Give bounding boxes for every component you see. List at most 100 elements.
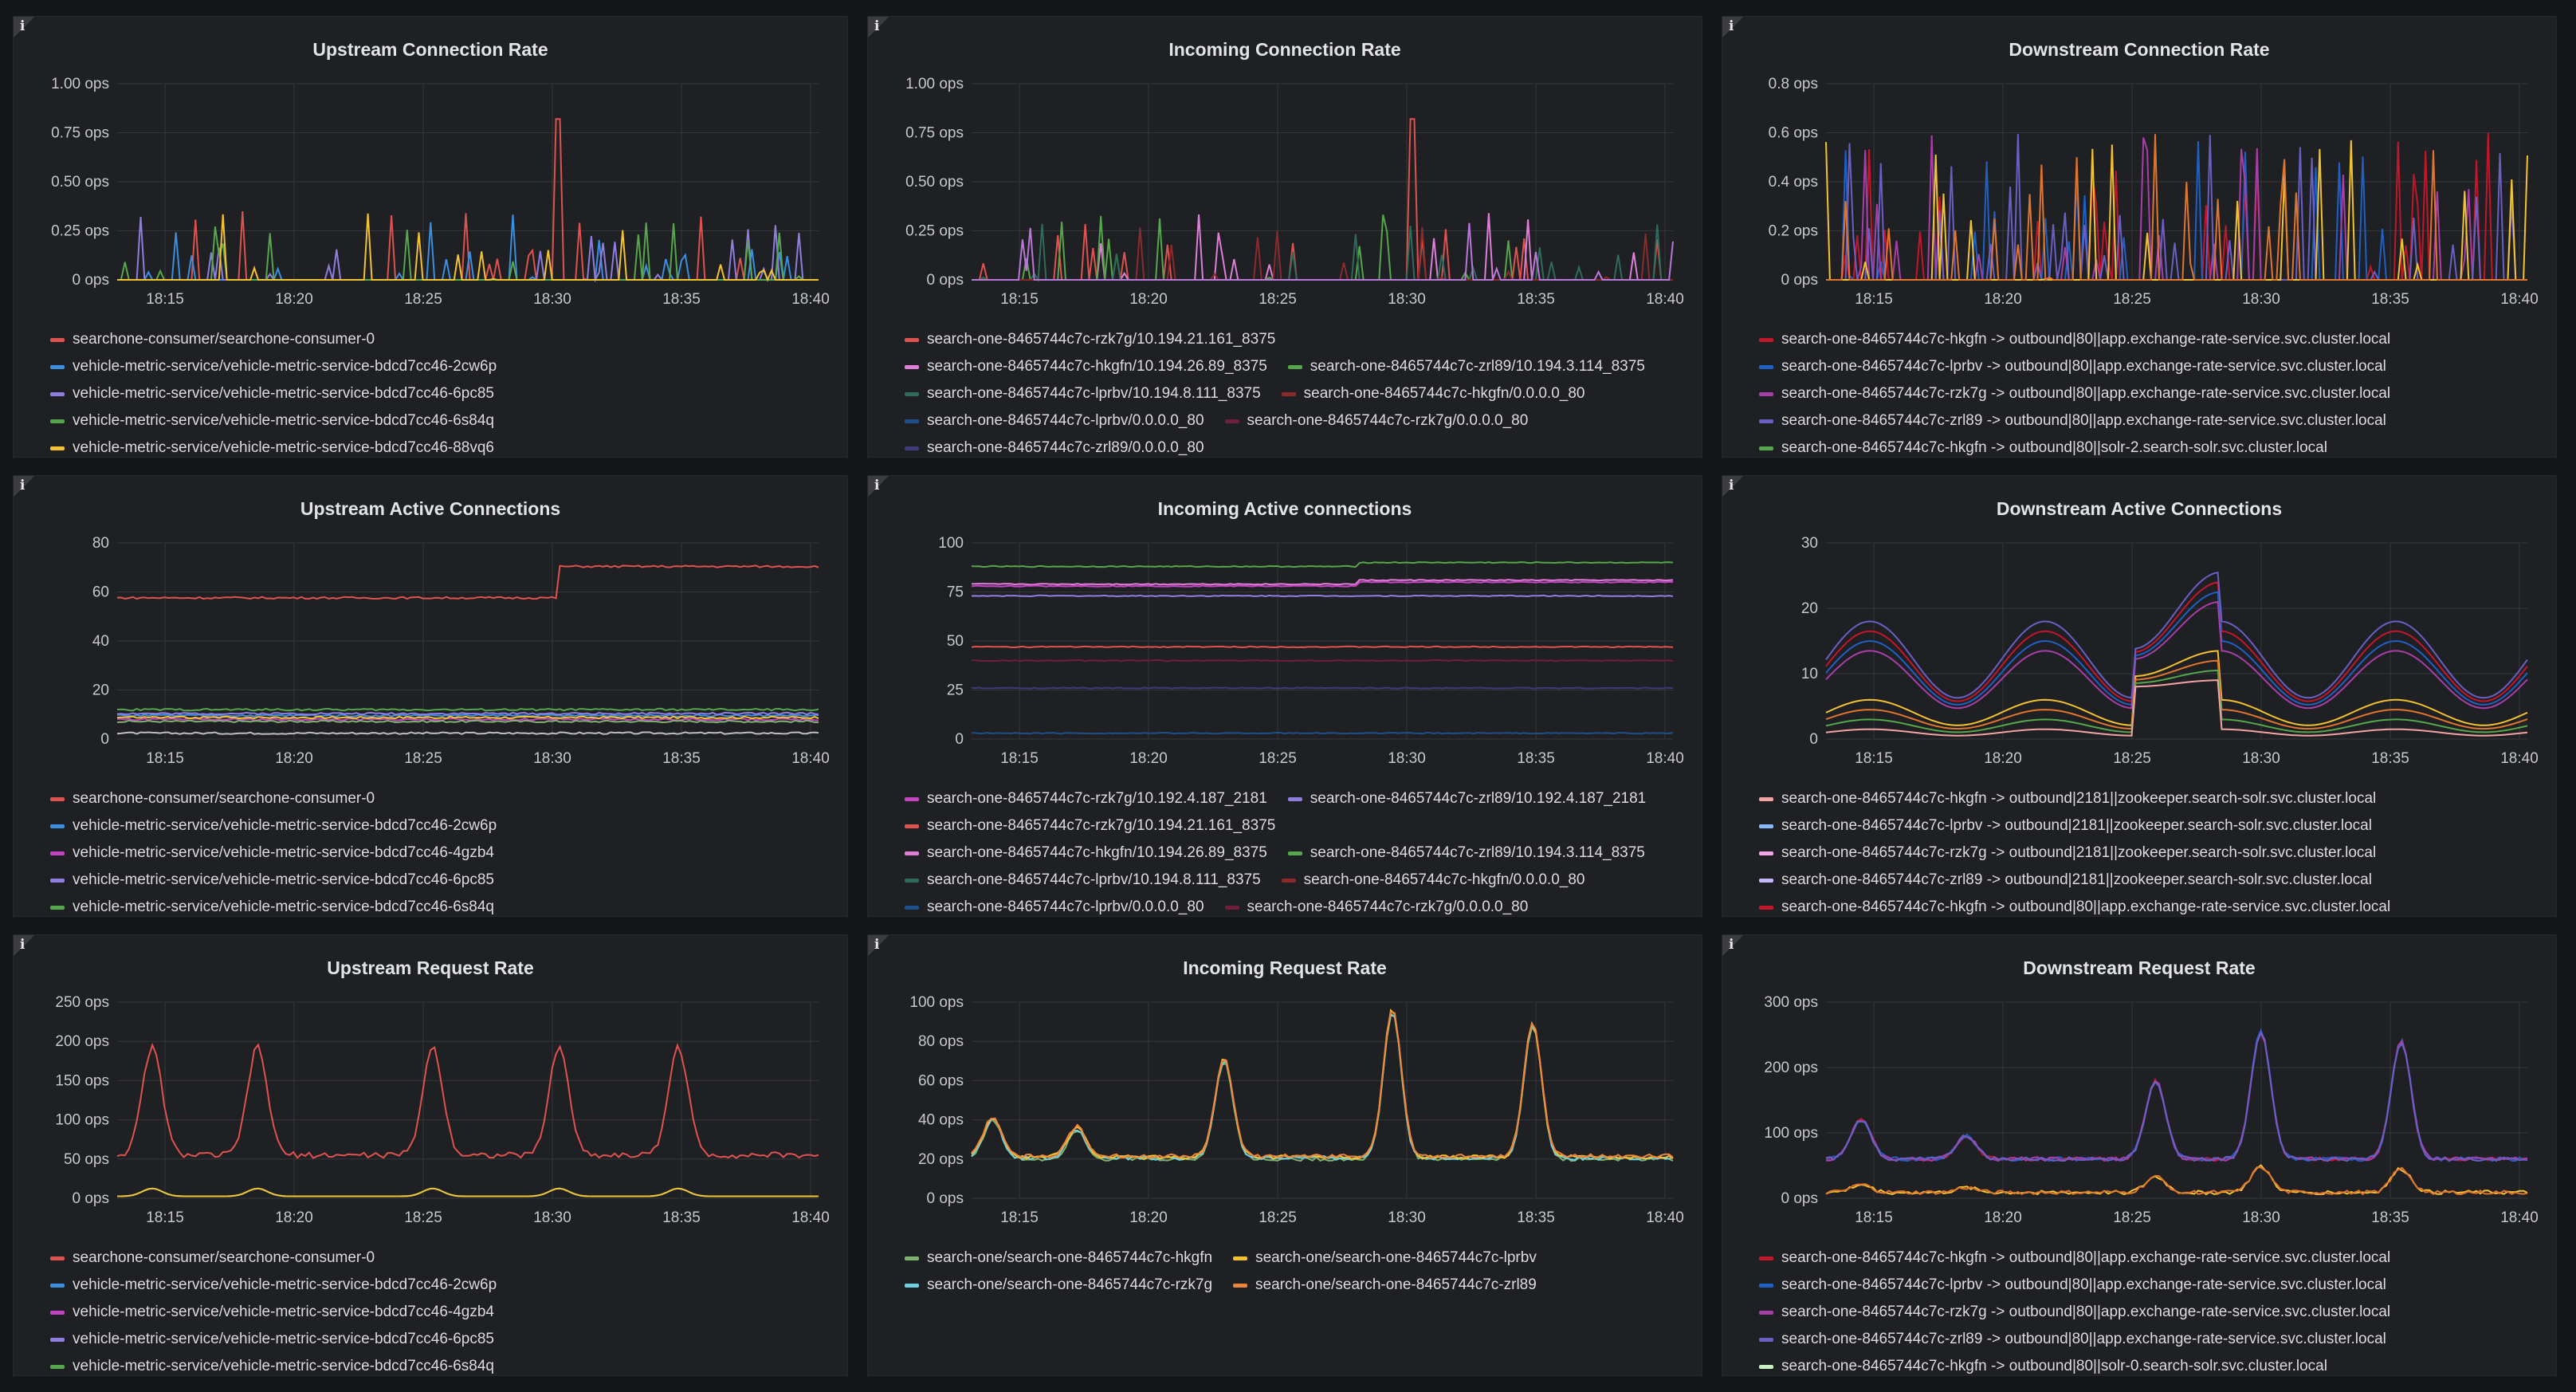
series-line[interactable] xyxy=(116,731,819,735)
panel-upstream-request-rate[interactable]: i Upstream Request Rate 0 ops 50 ops 100 ops… xyxy=(13,934,848,1376)
legend-item[interactable]: search-one-8465744c7c-lprbv/10.194.8.111… xyxy=(905,385,1261,403)
panel-title[interactable]: Incoming Active connections xyxy=(1157,498,1412,519)
series-line[interactable] xyxy=(117,1187,819,1197)
info-icon[interactable]: i xyxy=(1729,18,1734,34)
panel-downstream-request-rate[interactable]: i Downstream Request Rate 0 ops 100 ops 200 … xyxy=(1722,934,2557,1376)
legend-item[interactable]: search-one/search-one-8465744c7c-zrl89 xyxy=(1233,1276,1537,1294)
series-line[interactable] xyxy=(971,1010,1674,1159)
legend-item[interactable]: search-one-8465744c7c-zrl89 -> outbound|… xyxy=(1759,871,2372,889)
legend-item[interactable]: vehicle-metric-service/vehicle-metric-se… xyxy=(50,899,494,916)
series-line[interactable] xyxy=(117,118,819,281)
legend-item[interactable]: search-one-8465744c7c-lprbv -> outbound|… xyxy=(1759,817,2372,835)
legend-item[interactable]: vehicle-metric-service/vehicle-metric-se… xyxy=(50,412,494,430)
legend-item[interactable]: search-one-8465744c7c-lprbv/0.0.0.0_80 xyxy=(905,412,1204,430)
series-line[interactable] xyxy=(117,1187,819,1197)
info-icon[interactable]: i xyxy=(874,478,880,493)
legend-item[interactable]: search-one-8465744c7c-lprbv/0.0.0.0_80 xyxy=(905,899,1204,916)
legend-item[interactable]: vehicle-metric-service/vehicle-metric-se… xyxy=(50,871,494,889)
time-series-graph[interactable]: 0 20 40 60 80 18:15 18:20 18:25 18:30 18:35 18:40 xyxy=(14,476,848,779)
time-series-graph[interactable]: 0 10 20 30 18:15 18:20 18:25 18:30 18:35 18:40 xyxy=(1722,476,2557,779)
legend-item[interactable]: search-one-8465744c7c-hkgfn -> outbound|… xyxy=(1759,439,2327,457)
series-line[interactable] xyxy=(1825,591,2528,706)
panel-title[interactable]: Incoming Request Rate xyxy=(1183,957,1387,978)
time-series-graph[interactable]: 0 ops 0.2 ops 0.4 ops 0.6 ops 0.8 ops 18:15 18… xyxy=(1722,17,2557,320)
panel-title[interactable]: Downstream Request Rate xyxy=(2023,957,2256,978)
panel-title[interactable]: Downstream Active Connections xyxy=(1996,498,2283,519)
series-line[interactable] xyxy=(972,226,1673,281)
legend-item[interactable]: search-one-8465744c7c-hkgfn/10.194.26.89… xyxy=(905,844,1267,862)
series-line[interactable] xyxy=(1825,679,2528,737)
series-line[interactable] xyxy=(972,659,1674,663)
legend-item[interactable]: search-one-8465744c7c-zrl89 -> outbound|… xyxy=(1759,412,2386,430)
info-icon[interactable]: i xyxy=(20,478,26,493)
legend-item[interactable]: search-one-8465744c7c-hkgfn -> outbound|… xyxy=(1759,790,2376,808)
legend-item[interactable]: search-one-8465744c7c-rzk7g -> outbound|… xyxy=(1759,385,2390,403)
time-series-graph[interactable]: 0 ops 100 ops 200 ops 300 ops 18:15 18:20 18:2… xyxy=(1722,935,2557,1238)
panel-info-corner[interactable]: i xyxy=(868,935,889,956)
legend-item[interactable]: vehicle-metric-service/vehicle-metric-se… xyxy=(50,1358,494,1375)
series-line[interactable] xyxy=(971,1014,1674,1162)
panel-info-corner[interactable]: i xyxy=(1722,935,1743,956)
panel-info-corner[interactable]: i xyxy=(14,476,34,497)
legend-item[interactable]: search-one-8465744c7c-zrl89/10.194.3.114… xyxy=(1287,844,1645,862)
series-line[interactable] xyxy=(1825,1030,2528,1162)
series-line[interactable] xyxy=(1825,659,2528,730)
panel-title[interactable]: Downstream Connection Rate xyxy=(2009,39,2270,60)
time-series-graph[interactable]: 0 ops 0.25 ops 0.50 ops 0.75 ops 1.00 ops 18:… xyxy=(868,17,1702,320)
panel-info-corner[interactable]: i xyxy=(14,17,34,37)
series-line[interactable] xyxy=(116,719,819,724)
series-line[interactable] xyxy=(972,118,1673,281)
legend-item[interactable]: vehicle-metric-service/vehicle-metric-se… xyxy=(50,439,494,457)
info-icon[interactable]: i xyxy=(1729,478,1734,493)
legend-item[interactable]: search-one-8465744c7c-hkgfn -> outbound|… xyxy=(1759,331,2390,348)
legend-item[interactable]: vehicle-metric-service/vehicle-metric-se… xyxy=(50,385,494,403)
series-line[interactable] xyxy=(1826,133,2527,281)
info-icon[interactable]: i xyxy=(20,937,26,953)
series-line[interactable] xyxy=(971,686,1673,690)
legend-item[interactable]: search-one-8465744c7c-hkgfn/0.0.0.0_80 xyxy=(1281,871,1584,889)
legend-item[interactable]: search-one/search-one-8465744c7c-hkgfn xyxy=(905,1249,1212,1267)
legend-item[interactable]: search-one-8465744c7c-zrl89 -> outbound|… xyxy=(1759,1331,2386,1348)
panel-info-corner[interactable]: i xyxy=(868,17,889,37)
legend-item[interactable]: search-one/search-one-8465744c7c-rzk7g xyxy=(905,1276,1212,1294)
time-series-graph[interactable]: 0 ops 50 ops 100 ops 150 ops 200 ops 250 ops 1… xyxy=(14,935,848,1238)
legend-item[interactable]: searchone-consumer/searchone-consumer-0 xyxy=(50,790,375,808)
legend-item[interactable]: vehicle-metric-service/vehicle-metric-se… xyxy=(50,844,494,862)
legend-item[interactable]: search-one-8465744c7c-rzk7g/10.192.4.187… xyxy=(905,790,1267,808)
series-line[interactable] xyxy=(116,714,819,718)
series-line[interactable] xyxy=(1825,650,2528,726)
legend-item[interactable]: searchone-consumer/searchone-consumer-0 xyxy=(50,331,375,348)
legend-item[interactable]: search-one-8465744c7c-lprbv/10.194.8.111… xyxy=(905,871,1261,889)
series-line[interactable] xyxy=(972,223,1673,283)
time-series-graph[interactable]: 0 ops 0.25 ops 0.50 ops 0.75 ops 1.00 ops 18:… xyxy=(14,17,848,320)
series-line[interactable] xyxy=(1825,571,2528,699)
info-icon[interactable]: i xyxy=(20,18,26,34)
panel-downstream-active-connections[interactable]: i Downstream Active Connections 0 10 20 30 18:… xyxy=(1722,475,2557,917)
panel-upstream-connection-rate[interactable]: i Upstream Connection Rate 0 ops 0.25 ops 0.… xyxy=(13,16,848,458)
series-line[interactable] xyxy=(1825,581,2528,702)
panel-info-corner[interactable]: i xyxy=(1722,17,1743,37)
legend-item[interactable]: search-one-8465744c7c-hkgfn/0.0.0.0_80 xyxy=(1281,385,1584,403)
series-line[interactable] xyxy=(1825,1030,2528,1162)
panel-upstream-active-connections[interactable]: i Upstream Active Connections 0 20 40 60 80 18:… xyxy=(13,475,848,917)
legend-item[interactable]: search-one-8465744c7c-rzk7g/10.194.21.16… xyxy=(905,817,1275,835)
series-line[interactable] xyxy=(1825,1031,2528,1162)
legend-item[interactable]: search-one-8465744c7c-zrl89/0.0.0.0_80 xyxy=(905,439,1204,457)
legend-item[interactable]: vehicle-metric-service/vehicle-metric-se… xyxy=(50,817,497,835)
panel-incoming-request-rate[interactable]: i Incoming Request Rate 0 ops 20 ops 40 ops 6… xyxy=(867,934,1702,1376)
series-line[interactable] xyxy=(1826,134,2527,281)
panel-title[interactable]: Upstream Connection Rate xyxy=(312,39,548,60)
series-line[interactable] xyxy=(971,579,1674,586)
legend-item[interactable]: vehicle-metric-service/vehicle-metric-se… xyxy=(50,1331,494,1348)
info-icon[interactable]: i xyxy=(1729,937,1734,953)
legend-item[interactable]: search-one-8465744c7c-rzk7g -> outbound|… xyxy=(1759,844,2376,862)
legend-item[interactable]: search-one-8465744c7c-hkgfn -> outbound|… xyxy=(1759,1358,2327,1375)
series-line[interactable] xyxy=(116,564,819,600)
series-line[interactable] xyxy=(1825,1166,2528,1196)
legend-item[interactable]: search-one-8465744c7c-rzk7g/10.194.21.16… xyxy=(905,331,1275,348)
series-line[interactable] xyxy=(1825,1028,2528,1162)
panel-title[interactable]: Upstream Request Rate xyxy=(327,957,534,978)
legend-item[interactable]: search-one-8465744c7c-zrl89/10.194.3.114… xyxy=(1287,358,1645,376)
series-line[interactable] xyxy=(972,213,1673,281)
legend-item[interactable]: search-one-8465744c7c-rzk7g/0.0.0.0_80 xyxy=(1224,412,1528,430)
